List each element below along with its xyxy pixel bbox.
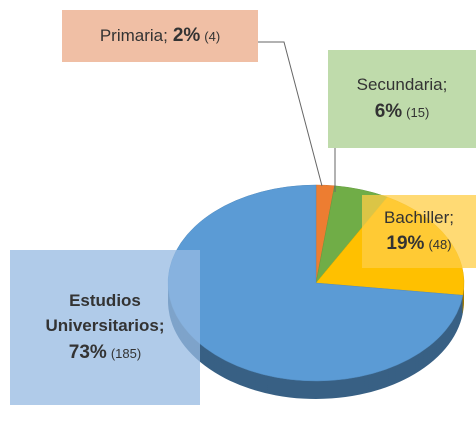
category-label: Bachiller;: [384, 207, 454, 227]
category-label: Estudios Universitarios;: [45, 290, 165, 336]
count-label: (4): [204, 28, 221, 44]
data-label-box: Primaria; 2% (4): [62, 10, 258, 62]
value-line: 6% (15): [375, 98, 430, 127]
data-label-box: Bachiller; 19% (48): [362, 195, 476, 268]
category-label: Secundaria;: [356, 75, 448, 94]
value-line: 2% (4): [173, 22, 220, 51]
percent-label: 6%: [374, 100, 403, 122]
count-label: (48): [428, 237, 452, 252]
count-label: (185): [110, 345, 142, 361]
percent-label: 2%: [172, 24, 201, 46]
value-line: 73% (185): [69, 339, 141, 368]
leader-line: [258, 41, 323, 187]
slice: [167, 184, 464, 382]
data-label-box: Estudios Universitarios; 73% (185): [10, 250, 200, 405]
value-line: 19% (48): [386, 230, 451, 259]
count-label: (15): [406, 104, 430, 120]
data-label-box: Secundaria; 6% (15): [328, 50, 476, 148]
percent-label: 19%: [386, 233, 425, 254]
category-label: Primaria;: [99, 26, 168, 46]
percent-label: 73%: [68, 341, 107, 363]
